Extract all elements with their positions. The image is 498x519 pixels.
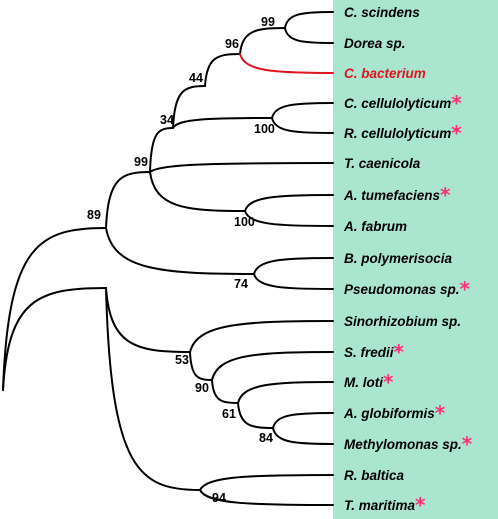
- asterisk-icon: *: [415, 493, 426, 517]
- support-value: 99: [261, 15, 275, 29]
- support-value: 100: [254, 122, 275, 136]
- branch-root-lowA: [2, 287, 107, 391]
- branch-b96-taxon-2: [239, 53, 334, 74]
- support-value: 84: [259, 431, 273, 445]
- taxon-name: A. globiformis: [343, 406, 435, 421]
- taxon-label: Methylomonas sp.*: [344, 432, 473, 456]
- taxon-label: Sinorhizobium sp.: [344, 314, 461, 329]
- support-value: 89: [87, 208, 101, 222]
- asterisk-icon: *: [462, 432, 473, 456]
- asterisk-icon: *: [394, 340, 405, 364]
- branch-b74-taxon-9: [253, 273, 334, 290]
- asterisk-icon: *: [440, 183, 451, 207]
- taxon-label: Pseudomonas sp.*: [344, 277, 471, 301]
- taxon-label: M. loti*: [344, 370, 394, 394]
- taxon-name: Dorea sp.: [344, 36, 406, 51]
- taxon-name: M. loti: [344, 375, 383, 390]
- branch-b90-b61: [211, 379, 239, 404]
- branch-root-b89: [2, 227, 107, 391]
- taxon-label: S. fredii*: [344, 340, 405, 364]
- taxon-name: C. scindens: [344, 5, 420, 20]
- taxon-label: A. fabrum: [343, 219, 407, 234]
- branch-b34-b100a: [172, 117, 273, 129]
- branch-b100b-taxon-6: [244, 194, 334, 212]
- branch-b94-taxon-15: [199, 474, 334, 491]
- taxon-label: C. bacterium: [344, 66, 426, 81]
- support-value: 94: [212, 491, 226, 505]
- support-value: 61: [222, 407, 236, 421]
- taxon-name: A. fabrum: [343, 219, 407, 234]
- branch-b34-b44: [172, 85, 206, 129]
- taxon-name: Sinorhizobium sp.: [344, 314, 461, 329]
- taxon-name: A. tumefaciens: [343, 188, 441, 203]
- branch-b53-taxon-10: [189, 320, 334, 353]
- support-value: 53: [175, 353, 189, 367]
- support-value: 100: [234, 215, 255, 229]
- branch-b94-taxon-16: [199, 489, 334, 506]
- taxon-label: T. caenicola: [344, 156, 421, 171]
- asterisk-icon: *: [451, 91, 462, 115]
- branch-b90-taxon-11: [211, 351, 334, 381]
- branch-b99-taxon-5: [149, 162, 334, 173]
- taxa-panel: [333, 0, 498, 519]
- asterisk-icon: *: [435, 401, 446, 425]
- taxon-name: R. cellulolyticum: [344, 126, 451, 141]
- branch-b89-b74: [105, 227, 255, 275]
- taxon-label: A. tumefaciens*: [343, 183, 451, 207]
- taxon-label: C. cellulolyticum*: [344, 91, 462, 115]
- taxon-label: A. globiformis*: [343, 401, 446, 425]
- branch-b100a-taxon-3: [271, 102, 334, 119]
- taxon-label: R. baltica: [344, 468, 405, 483]
- asterisk-icon: *: [460, 277, 471, 301]
- support-value: 44: [189, 71, 203, 85]
- taxon-name: Methylomonas sp.: [344, 437, 462, 452]
- taxon-name: T. maritima: [344, 498, 416, 513]
- branch-b99t-taxon-0: [284, 11, 334, 29]
- support-value: 34: [160, 113, 174, 127]
- branch-b61-taxon-12: [237, 381, 334, 404]
- taxon-name: B. polymerisocia: [344, 251, 453, 266]
- asterisk-icon: *: [383, 370, 394, 394]
- branch-lowA-b53: [105, 287, 191, 353]
- taxon-label: T. maritima*: [344, 493, 426, 517]
- tree-branches: [2, 11, 334, 506]
- taxon-labels: C. scindens Dorea sp. C. bacterium C. cellu…: [343, 5, 473, 517]
- branch-b100a-taxon-4: [271, 117, 334, 134]
- branch-lowA-b94: [105, 287, 201, 491]
- taxon-name: T. caenicola: [344, 156, 421, 171]
- branch-b96-b99t: [239, 27, 286, 55]
- branch-b84-taxon-13: [272, 412, 334, 429]
- branch-b100b-taxon-7: [244, 210, 334, 227]
- taxon-name: C. bacterium: [344, 66, 426, 81]
- branch-b99-b34: [149, 127, 174, 173]
- asterisk-icon: *: [451, 121, 462, 145]
- support-value: 99: [134, 155, 148, 169]
- branch-b84-taxon-14: [272, 427, 334, 445]
- support-values: 99 96 44 100 34 99 100 89 74 53 90 61 84 94: [87, 15, 275, 505]
- branch-b61-b84: [237, 402, 274, 429]
- branch-b89-b99: [105, 171, 151, 229]
- branch-b99t-taxon-1: [284, 27, 334, 44]
- taxon-name: R. baltica: [344, 468, 405, 483]
- support-value: 74: [234, 277, 248, 291]
- support-value: 90: [195, 381, 209, 395]
- branch-b74-taxon-8: [253, 257, 334, 275]
- taxon-name: C. cellulolyticum: [344, 96, 451, 111]
- taxon-name: Pseudomonas sp.: [344, 282, 460, 297]
- taxon-label: R. cellulolyticum*: [344, 121, 462, 145]
- taxon-label: C. scindens: [344, 5, 420, 20]
- branch-b53-b90: [189, 351, 213, 381]
- taxon-name: S. fredii: [344, 345, 394, 360]
- taxon-label: B. polymerisocia: [344, 251, 453, 266]
- taxon-label: Dorea sp.: [344, 36, 406, 51]
- support-value: 96: [225, 37, 239, 51]
- branch-b44-b96: [204, 53, 241, 87]
- branch-b99-b100b: [149, 171, 246, 212]
